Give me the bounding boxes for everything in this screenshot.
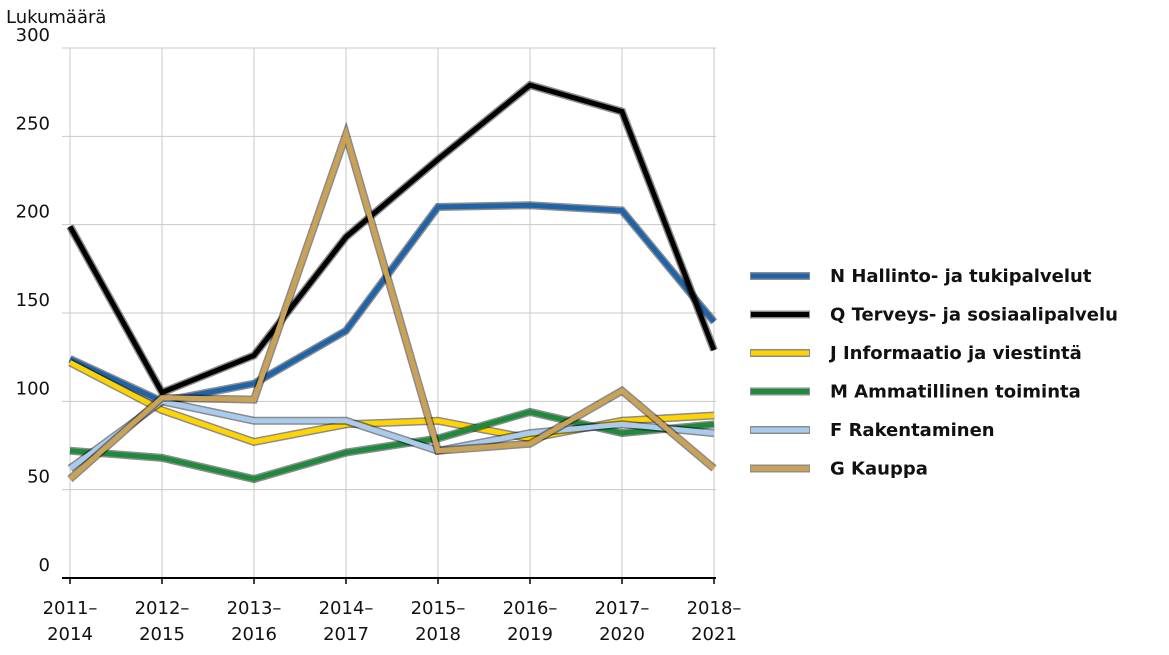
x-tick-label: 2017–2020 [594,598,650,645]
x-tick-label: 2015–2018 [410,598,466,645]
x-tick-label: 2011–2014 [42,598,98,645]
y-tick-label: 0 [39,555,50,576]
y-axis-label: Lukumäärä [6,7,106,28]
legend-label: M Ammatillinen toiminta [830,382,1081,403]
legend-label: N Hallinto- ja tukipalvelut [830,266,1092,287]
x-tick-label: 2018–2021 [686,598,742,645]
y-tick-label: 250 [16,113,50,134]
y-tick-label: 300 [16,25,50,46]
series-line-outline [66,80,718,398]
x-tick-label: 2013–2016 [226,598,282,645]
y-tick-label: 150 [16,290,50,311]
x-tick-label: 2016–2019 [502,598,558,645]
y-tick-label: 100 [16,378,50,399]
legend-label: J Informaatio ja viestintä [828,343,1082,364]
x-tick-label: 2012–2015 [134,598,190,645]
legend-label: F Rakentaminen [830,420,995,441]
grid [62,47,716,584]
y-tick-label: 200 [16,202,50,223]
series-line [68,398,715,471]
legend-label: G Kauppa [830,459,928,480]
series-line [68,126,716,481]
x-tick-label: 2014–2017 [318,598,374,645]
series-line [67,82,717,396]
series-line [69,409,715,482]
legend-label: Q Terveys- ja sosiaalipalvelu [830,305,1118,326]
y-tick-label: 50 [27,467,50,488]
